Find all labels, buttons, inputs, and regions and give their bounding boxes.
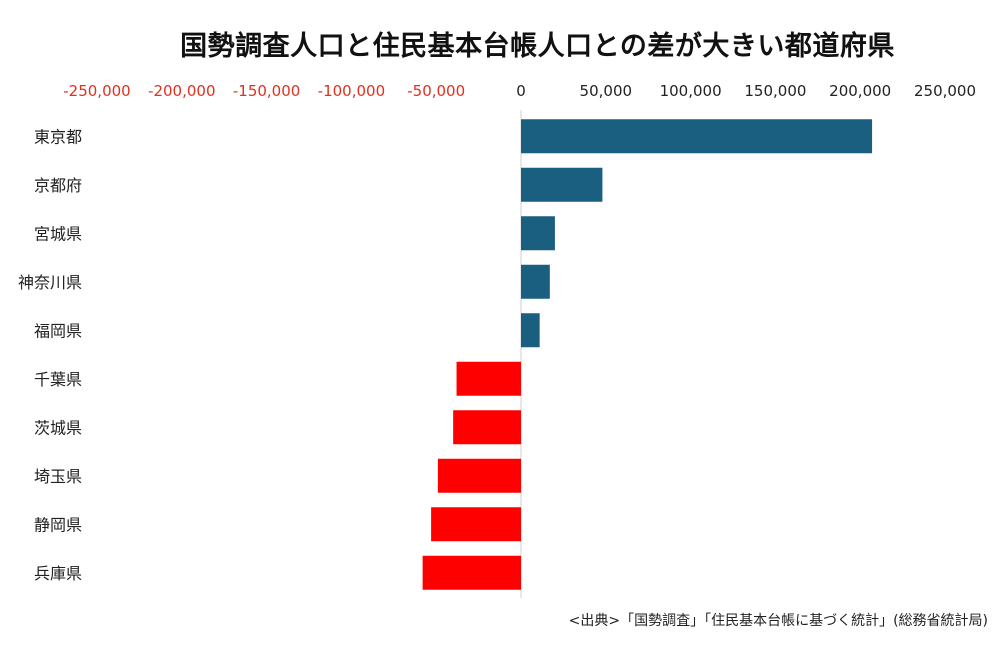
- x-tick-label: -100,000: [318, 82, 385, 100]
- category-label: 神奈川県: [18, 273, 82, 292]
- bar: [521, 119, 873, 154]
- bar: [431, 507, 521, 542]
- x-tick-label: 50,000: [580, 82, 633, 100]
- bars: [422, 119, 873, 590]
- chart-title: 国勢調査人口と住民基本台帳人口との差が大きい都道府県: [180, 31, 895, 62]
- bar: [521, 216, 555, 251]
- category-label: 京都府: [34, 176, 82, 195]
- category-label: 東京都: [34, 127, 82, 146]
- category-label: 静岡県: [34, 515, 82, 534]
- x-tick-label: 150,000: [744, 82, 806, 100]
- x-axis-ticks: -250,000 -200,000 -150,000 -100,000 -50,000 0…: [63, 82, 976, 100]
- source-note: <出典>「国勢調査」「住民基本台帳に基づく統計」(総務省統計局): [568, 613, 988, 629]
- x-tick-label: -50,000: [407, 82, 465, 100]
- x-tick-label: 100,000: [660, 82, 722, 100]
- category-label: 宮城県: [34, 224, 82, 243]
- category-label: 埼玉県: [34, 467, 82, 486]
- bar: [422, 555, 521, 590]
- bar: [437, 458, 521, 493]
- bar: [521, 167, 603, 202]
- bar: [521, 264, 550, 299]
- category-label: 兵庫県: [34, 564, 82, 583]
- category-label: 福岡県: [34, 321, 82, 340]
- x-tick-label: 200,000: [829, 82, 891, 100]
- bar: [453, 410, 521, 445]
- x-tick-label: 250,000: [914, 82, 976, 100]
- category-label: 千葉県: [34, 370, 82, 389]
- bar: [521, 313, 540, 348]
- category-label: 茨城県: [34, 418, 82, 437]
- x-tick-label: -250,000: [63, 82, 130, 100]
- x-tick-label: 0: [516, 82, 526, 100]
- x-tick-label: -150,000: [233, 82, 300, 100]
- bar: [456, 361, 521, 396]
- x-tick-label: -200,000: [148, 82, 215, 100]
